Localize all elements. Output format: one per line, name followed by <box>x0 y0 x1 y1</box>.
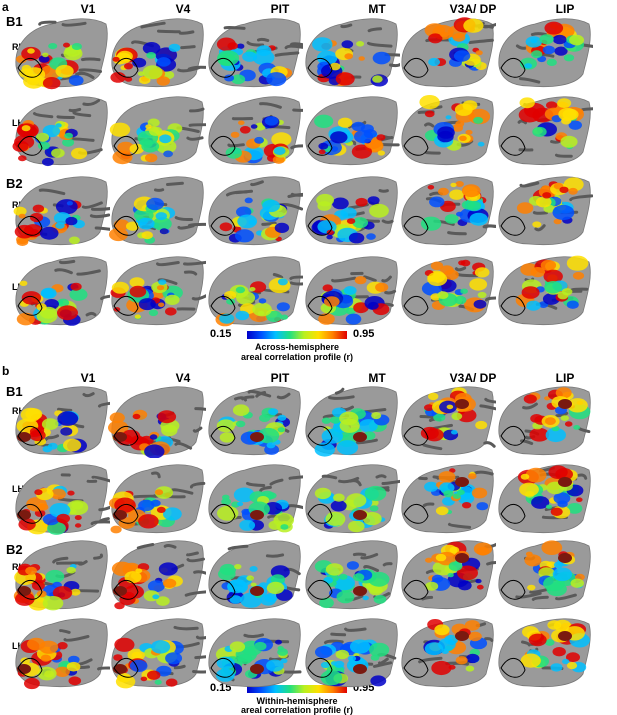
brain-map <box>12 172 110 248</box>
colorbar-max: 0.95 <box>353 328 375 340</box>
panel-a-letter: a <box>2 0 9 14</box>
brain-map <box>108 460 206 536</box>
brain-map <box>302 252 400 328</box>
col-title-mt: MT <box>368 2 386 16</box>
brain-map <box>205 536 303 612</box>
brain-map <box>12 14 110 90</box>
brain-map <box>398 382 496 458</box>
brain-map <box>12 382 110 458</box>
hemi-label-lh: LH <box>12 484 24 494</box>
brain-map <box>398 614 496 690</box>
col-title-lip: LIP <box>555 371 575 385</box>
row-label-b2: B2 <box>6 176 23 191</box>
colorbar-caption: Across-hemisphere <box>254 342 340 352</box>
brain-map <box>205 382 303 458</box>
colorbar-gradient <box>247 685 347 693</box>
brain-map <box>108 92 206 168</box>
brain-map <box>398 536 496 612</box>
brain-map <box>302 536 400 612</box>
brain-map <box>398 460 496 536</box>
hemi-label-rh: RH <box>12 42 25 52</box>
col-title-v3a-dp: V3A/ DP <box>449 371 497 385</box>
col-title-pit: PIT <box>270 2 290 16</box>
brain-map <box>108 382 206 458</box>
brain-map <box>302 14 400 90</box>
col-title-pit: PIT <box>270 371 290 385</box>
brain-map <box>205 614 303 690</box>
brain-map <box>398 92 496 168</box>
brain-map <box>495 172 593 248</box>
brain-map <box>302 614 400 690</box>
brain-map <box>108 172 206 248</box>
brain-map <box>108 614 206 690</box>
brain-map <box>205 92 303 168</box>
hemi-label-rh: RH <box>12 562 25 572</box>
brain-map <box>495 460 593 536</box>
brain-map <box>12 252 110 328</box>
col-title-v4: V4 <box>175 2 191 16</box>
colorbar-caption: Within-hemisphere <box>256 696 338 706</box>
brain-map <box>302 382 400 458</box>
colorbar-gradient <box>247 331 347 339</box>
hemi-label-lh: LH <box>12 641 24 651</box>
brain-map <box>495 252 593 328</box>
row-label-b2: B2 <box>6 542 23 557</box>
hemi-label-rh: RH <box>12 406 25 416</box>
brain-map <box>398 14 496 90</box>
brain-map <box>108 252 206 328</box>
col-title-v3a-dp: V3A/ DP <box>449 2 497 16</box>
colorbar-min: 0.15 <box>210 682 232 694</box>
brain-map <box>205 460 303 536</box>
brain-map <box>302 92 400 168</box>
colorbar-a: 0.15 0.95 Across-hemisphere areal correl… <box>205 328 405 362</box>
brain-map <box>302 172 400 248</box>
col-title-lip: LIP <box>555 2 575 16</box>
colorbar-caption: areal correlation profile (r) <box>240 705 354 715</box>
row-label-b1: B1 <box>6 14 23 29</box>
row-label-b1: B1 <box>6 384 23 399</box>
hemi-label-rh: RH <box>12 200 25 210</box>
brain-map <box>108 14 206 90</box>
hemi-label-lh: LH <box>12 118 24 128</box>
brain-map <box>205 172 303 248</box>
col-title-v1: V1 <box>80 371 96 385</box>
col-title-mt: MT <box>368 371 386 385</box>
brain-map <box>12 460 110 536</box>
brain-map <box>12 536 110 612</box>
brain-map <box>302 460 400 536</box>
brain-map <box>205 14 303 90</box>
brain-map <box>108 536 206 612</box>
brain-map <box>12 614 110 690</box>
colorbar-min: 0.15 <box>210 328 232 340</box>
brain-map <box>398 252 496 328</box>
brain-map <box>495 614 593 690</box>
col-title-v1: V1 <box>80 2 96 16</box>
brain-map <box>495 382 593 458</box>
brain-map <box>495 536 593 612</box>
brain-map <box>398 172 496 248</box>
brain-map <box>495 92 593 168</box>
brain-map <box>495 14 593 90</box>
brain-map <box>205 252 303 328</box>
colorbar-caption: areal correlation profile (r) <box>240 352 354 362</box>
brain-map <box>12 92 110 168</box>
col-title-v4: V4 <box>175 371 191 385</box>
panel-b-letter: b <box>2 364 10 378</box>
